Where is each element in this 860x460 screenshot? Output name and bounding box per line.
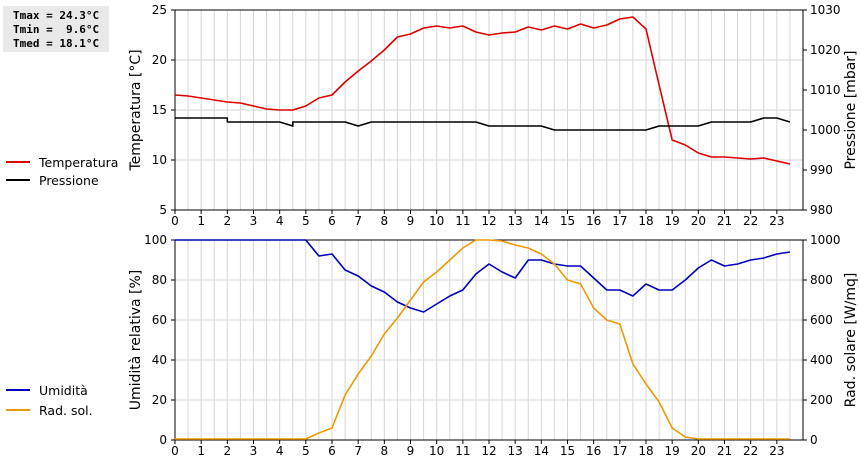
y-tick-label: 20 bbox=[152, 393, 167, 407]
legend-label: Temperatura bbox=[39, 154, 119, 170]
series-line-rad-sol bbox=[175, 239, 790, 440]
x-tick-label: 21 bbox=[717, 214, 732, 228]
x-tick-label: 10 bbox=[429, 214, 444, 228]
x-tick-label: 11 bbox=[455, 444, 470, 458]
stat-tmax: Tmax = 24.3°C bbox=[13, 9, 100, 22]
x-tick-label: 16 bbox=[586, 214, 601, 228]
y-tick-label: 15 bbox=[152, 103, 167, 117]
x-tick-label: 6 bbox=[328, 444, 336, 458]
y2-tick-label: 0 bbox=[810, 433, 818, 447]
x-tick-label: 7 bbox=[354, 214, 362, 228]
x-tick-label: 9 bbox=[407, 444, 415, 458]
x-tick-label: 14 bbox=[534, 214, 549, 228]
y2-tick-label: 400 bbox=[810, 353, 833, 367]
y-axis-title: Umidità relativa [%] bbox=[128, 270, 144, 411]
y-tick-label: 100 bbox=[144, 233, 167, 247]
stats-box: Tmax = 24.3°C Tmin = 9.6°C Tmed = 18.1°C bbox=[3, 6, 109, 52]
x-tick-label: 13 bbox=[508, 214, 523, 228]
y2-axis-title: Pressione [mbar] bbox=[843, 50, 859, 169]
legend-label: Umidità bbox=[39, 382, 88, 398]
x-tick-label: 17 bbox=[612, 444, 627, 458]
x-tick-label: 2 bbox=[224, 444, 232, 458]
y2-tick-label: 1030 bbox=[810, 3, 841, 17]
x-tick-label: 5 bbox=[302, 214, 310, 228]
y2-tick-label: 600 bbox=[810, 313, 833, 327]
y-tick-label: 20 bbox=[152, 53, 167, 67]
x-tick-label: 2 bbox=[224, 214, 232, 228]
x-tick-label: 9 bbox=[407, 214, 415, 228]
chart-panel-1: 0 1 2 3 4 5 6 7 8 9 10 11 12 13 14 15 16 17 18 19 20 21 22 2351… bbox=[128, 3, 859, 228]
legend-pressione: Pressione bbox=[6, 172, 99, 188]
x-tick-label: 8 bbox=[381, 214, 389, 228]
x-tick-label: 19 bbox=[665, 444, 680, 458]
y-tick-label: 10 bbox=[152, 153, 167, 167]
x-tick-label: 23 bbox=[769, 444, 784, 458]
y2-tick-label: 1000 bbox=[810, 233, 841, 247]
y-tick-label: 80 bbox=[152, 273, 167, 287]
y2-tick-label: 980 bbox=[810, 203, 833, 217]
x-tick-label: 18 bbox=[638, 444, 653, 458]
x-tick-label: 7 bbox=[354, 444, 362, 458]
legend-rad-sol: Rad. sol. bbox=[6, 402, 93, 418]
y2-tick-label: 1010 bbox=[810, 83, 841, 97]
legend-label: Rad. sol. bbox=[39, 402, 93, 418]
x-tick-label: 22 bbox=[743, 444, 758, 458]
x-tick-label: 19 bbox=[665, 214, 680, 228]
y-tick-label: 25 bbox=[152, 3, 167, 17]
legend-swatch bbox=[6, 409, 30, 411]
y-tick-label: 5 bbox=[159, 203, 167, 217]
legend-swatch bbox=[6, 161, 30, 163]
x-tick-label: 12 bbox=[481, 444, 496, 458]
legend-swatch bbox=[6, 389, 30, 391]
x-tick-label: 15 bbox=[560, 444, 575, 458]
x-tick-label: 20 bbox=[691, 444, 706, 458]
y2-tick-label: 1020 bbox=[810, 43, 841, 57]
x-tick-label: 5 bbox=[302, 444, 310, 458]
x-tick-label: 4 bbox=[276, 214, 284, 228]
x-tick-label: 1 bbox=[197, 214, 205, 228]
y2-tick-label: 200 bbox=[810, 393, 833, 407]
x-tick-label: 0 bbox=[171, 214, 179, 228]
legend-temperatura: Temperatura bbox=[6, 154, 118, 170]
x-tick-label: 20 bbox=[691, 214, 706, 228]
x-tick-label: 18 bbox=[638, 214, 653, 228]
y-axis-title: Temperatura [°C] bbox=[128, 49, 144, 171]
y2-tick-label: 800 bbox=[810, 273, 833, 287]
y-tick-label: 40 bbox=[152, 353, 167, 367]
series-line-pressione bbox=[175, 117, 791, 131]
x-tick-label: 12 bbox=[481, 214, 496, 228]
x-tick-label: 10 bbox=[429, 444, 444, 458]
stat-tmed: Tmed = 18.1°C bbox=[13, 37, 100, 50]
legend-label: Pressione bbox=[39, 172, 99, 188]
x-tick-label: 0 bbox=[171, 444, 179, 458]
series-line-umidit bbox=[175, 239, 791, 313]
x-tick-label: 14 bbox=[534, 444, 549, 458]
y2-tick-label: 990 bbox=[810, 163, 833, 177]
y-tick-label: 0 bbox=[159, 433, 167, 447]
y-tick-label: 60 bbox=[152, 313, 167, 327]
x-tick-label: 22 bbox=[743, 214, 758, 228]
x-tick-label: 6 bbox=[328, 214, 336, 228]
legend-swatch bbox=[6, 179, 30, 181]
x-tick-label: 3 bbox=[250, 444, 258, 458]
stat-tmin: Tmin = 9.6°C bbox=[13, 23, 100, 36]
y2-tick-label: 1000 bbox=[810, 123, 841, 137]
x-tick-label: 8 bbox=[381, 444, 389, 458]
legend-umidita: Umidità bbox=[6, 382, 88, 398]
x-tick-label: 13 bbox=[508, 444, 523, 458]
x-tick-label: 23 bbox=[769, 214, 784, 228]
y2-axis-title: Rad. solare [W/mq] bbox=[843, 273, 859, 408]
series-line-temperatura bbox=[174, 16, 791, 165]
x-tick-label: 4 bbox=[276, 444, 284, 458]
x-tick-label: 11 bbox=[455, 214, 470, 228]
x-tick-label: 16 bbox=[586, 444, 601, 458]
chart-panel-2: 0 1 2 3 4 5 6 7 8 9 10 11 12 13 14 15 16 17 18 19 20 21 22 2302… bbox=[128, 233, 859, 458]
grid-lines bbox=[175, 240, 803, 440]
x-tick-label: 21 bbox=[717, 444, 732, 458]
x-tick-label: 15 bbox=[560, 214, 575, 228]
x-tick-label: 3 bbox=[250, 214, 258, 228]
x-tick-label: 1 bbox=[197, 444, 205, 458]
x-tick-label: 17 bbox=[612, 214, 627, 228]
